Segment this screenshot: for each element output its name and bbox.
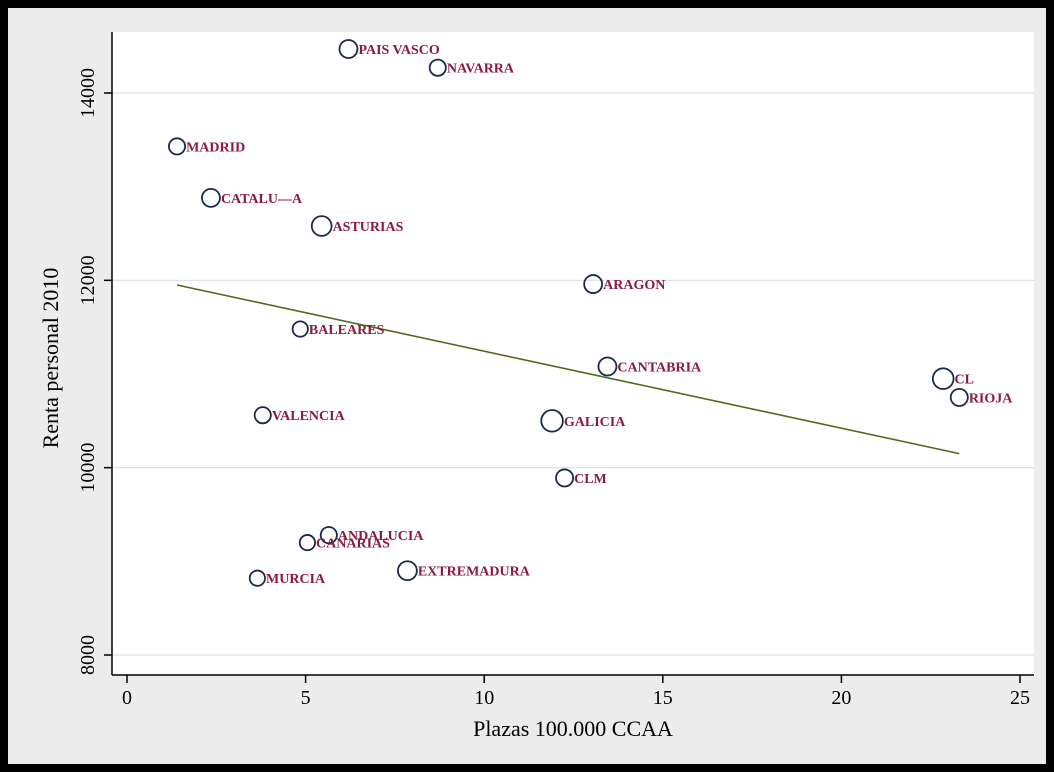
point-label: VALENCIA — [272, 409, 346, 424]
data-point: PAIS VASCO — [338, 39, 440, 59]
data-point: MADRID — [168, 137, 245, 156]
point-label: MADRID — [186, 140, 245, 155]
scatter-chart: 8000 10000 12000 14000 0 5 10 15 20 25 PAIS VASCO… — [38, 32, 1034, 741]
point-label: MURCIA — [266, 572, 326, 587]
data-point: CANARIAS — [298, 534, 390, 552]
point-marker — [597, 356, 618, 377]
point-marker — [253, 406, 272, 425]
point-marker — [583, 274, 604, 294]
data-point: BALEARES — [291, 320, 385, 338]
plot-area — [112, 32, 1034, 675]
data-point: ANDALUCIA — [319, 526, 424, 545]
fit-line — [176, 284, 960, 455]
point-marker — [248, 569, 266, 587]
data-point: MURCIA — [248, 569, 326, 587]
point-label: PAIS VASCO — [358, 43, 439, 58]
data-point: VALENCIA — [253, 406, 346, 425]
data-points: PAIS VASCO NAVARRA MADRID CATALU—A ASTURIAS A… — [168, 39, 1013, 587]
point-label: CL — [955, 373, 974, 388]
data-point: ASTURIAS — [310, 215, 404, 237]
point-marker — [291, 320, 309, 338]
point-marker — [540, 409, 564, 433]
point-label: CANTABRIA — [617, 361, 702, 376]
point-label: CANARIAS — [316, 537, 390, 552]
point-label: BALEARES — [309, 323, 385, 338]
point-label: CLM — [574, 472, 607, 487]
point-marker — [397, 560, 418, 582]
point-label: EXTREMADURA — [418, 565, 531, 580]
point-marker — [555, 468, 575, 488]
data-point: CANTABRIA — [597, 356, 702, 377]
point-marker — [428, 58, 447, 77]
point-marker — [338, 39, 359, 59]
x-tick-label: 20 — [831, 687, 851, 709]
x-tick-label: 0 — [122, 687, 132, 709]
point-label: CATALU—A — [221, 192, 303, 207]
point-label: ARAGON — [603, 278, 665, 293]
point-marker — [931, 367, 955, 390]
axes — [111, 32, 1034, 676]
point-label: NAVARRA — [447, 62, 515, 77]
point-marker — [201, 188, 221, 208]
x-tick-label: 15 — [653, 687, 673, 709]
x-axis-title: Plazas 100.000 CCAA — [473, 716, 673, 741]
data-point: ARAGON — [583, 274, 665, 294]
chart-figure: 8000 10000 12000 14000 0 5 10 15 20 25 PAIS VASCO… — [8, 8, 1046, 764]
data-point: CL — [931, 367, 974, 390]
point-marker — [168, 137, 187, 156]
y-tick-label: 14000 — [77, 68, 99, 118]
point-label: GALICIA — [564, 415, 626, 430]
point-marker — [949, 387, 969, 407]
axis-ticks: 8000 10000 12000 14000 0 5 10 15 20 25 — [77, 68, 1030, 709]
y-tick-label: 12000 — [77, 255, 99, 305]
point-label: ASTURIAS — [333, 220, 404, 235]
point-marker — [298, 534, 316, 552]
x-tick-label: 25 — [1010, 687, 1030, 709]
data-point: GALICIA — [540, 409, 626, 433]
point-label: ANDALUCIA — [338, 529, 424, 544]
x-tick-label: 5 — [301, 687, 311, 709]
data-point: RIOJA — [949, 387, 1013, 407]
y-tick-label: 8000 — [77, 635, 99, 675]
point-marker — [319, 526, 338, 545]
data-point: CATALU—A — [201, 188, 303, 208]
data-point: CLM — [555, 468, 607, 488]
data-point: EXTREMADURA — [397, 560, 531, 582]
x-tick-label: 10 — [474, 687, 494, 709]
data-point: NAVARRA — [428, 58, 515, 77]
y-tick-label: 10000 — [77, 443, 99, 493]
gridlines — [112, 92, 1034, 656]
point-marker — [310, 215, 333, 237]
point-label: RIOJA — [969, 391, 1013, 406]
y-axis-title: Renta personal 2010 — [38, 268, 63, 449]
fit-line-group — [176, 284, 960, 455]
